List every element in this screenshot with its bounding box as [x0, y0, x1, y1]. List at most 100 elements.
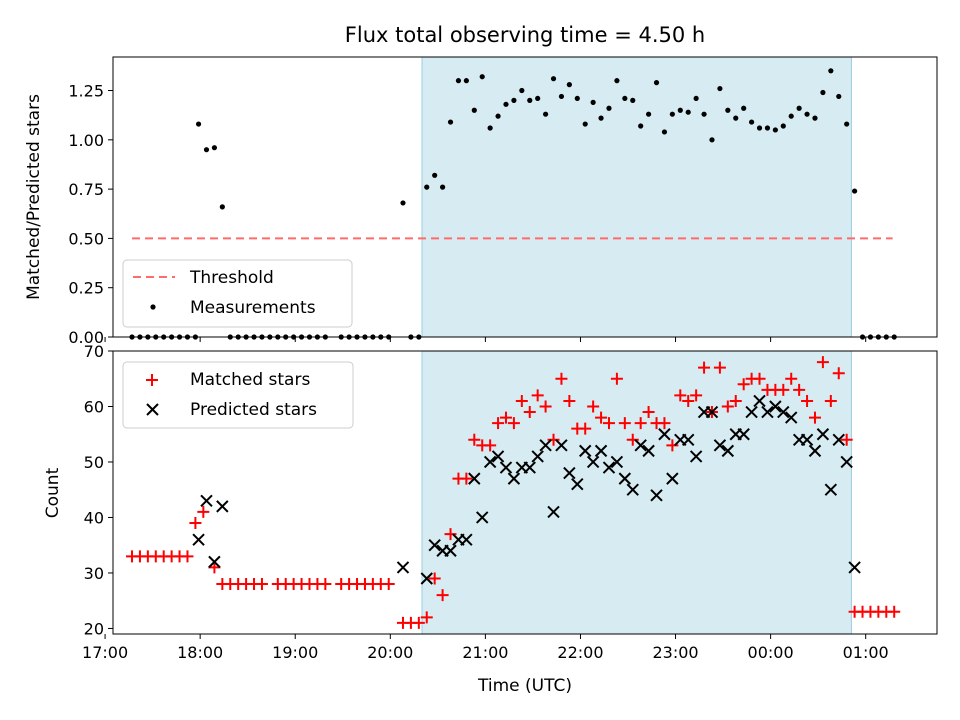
predicted-star-point — [721, 444, 735, 458]
x-tick-label: 22:00 — [557, 643, 603, 662]
measurement-point — [693, 95, 699, 102]
legend-threshold-label: Threshold — [189, 268, 274, 288]
count-panel-frame — [112, 350, 938, 635]
matched-star-point — [436, 589, 449, 602]
predicted-star-point — [618, 472, 632, 485]
measurement-point — [725, 107, 731, 113]
x-tick-label: 19:00 — [272, 643, 318, 662]
predicted-star-point — [832, 433, 845, 446]
measurement-point — [709, 137, 715, 143]
measurement-point — [788, 113, 794, 119]
measurement-point — [582, 121, 588, 127]
matched-star-point — [412, 616, 425, 629]
measurement-point — [646, 111, 652, 117]
measurement-point — [211, 145, 218, 151]
predicted-star-point — [658, 428, 671, 441]
predicted-star-point — [816, 428, 830, 441]
predicted-star-point — [594, 444, 608, 458]
predicted-star-point — [507, 472, 521, 485]
matched-star-point — [444, 528, 457, 541]
measurement-point — [630, 97, 636, 103]
measurement-point — [400, 200, 406, 206]
predicted-star-point — [531, 450, 544, 463]
matched-star-point — [515, 394, 528, 407]
legend-measurements-label: Measurements — [190, 298, 316, 318]
matched-star-point — [785, 372, 798, 385]
measurement-point — [487, 125, 493, 131]
measurement-point — [804, 111, 810, 117]
y-tick-label: 20 — [84, 619, 104, 638]
measurement-point — [828, 68, 834, 74]
matched-star-point — [626, 433, 639, 446]
legend-box — [122, 361, 354, 429]
measurement-point — [780, 123, 786, 129]
measurement-point — [566, 82, 572, 88]
count-panel-ylabel: Count — [43, 467, 63, 518]
matched-star-point — [197, 505, 210, 518]
measurement-point — [653, 80, 660, 86]
matched-star-point — [824, 394, 837, 407]
measurement-point — [844, 121, 850, 127]
matched-star-point — [729, 394, 742, 407]
predicted-star-point — [499, 461, 513, 474]
matched-star-point — [189, 517, 202, 530]
measurement-point — [424, 184, 430, 190]
predicted-star-point — [483, 455, 497, 469]
predicted-star-point — [523, 461, 536, 474]
measurement-point — [511, 97, 517, 103]
matched-star-point — [319, 578, 332, 591]
matched-star-point — [484, 439, 497, 452]
predicted-star-point — [785, 411, 798, 424]
predicted-star-point — [682, 433, 695, 446]
predicted-star-point — [848, 561, 861, 574]
predicted-star-point — [571, 477, 584, 491]
matched-star-point — [888, 605, 901, 618]
x-tick-label: 18:00 — [177, 643, 223, 662]
matched-star-point — [618, 417, 631, 430]
measurement-point — [638, 123, 644, 129]
y-tick-label: 1.00 — [68, 131, 104, 150]
matched-star-point — [579, 422, 592, 435]
measurement-point — [203, 147, 210, 153]
matched-star-point — [674, 389, 687, 402]
matched-star-point — [658, 417, 671, 430]
x-tick-label: 23:00 — [652, 643, 698, 662]
measurement-point — [661, 129, 668, 135]
matched-star-point — [468, 433, 481, 446]
legend-predicted-label: Predicted stars — [190, 400, 317, 420]
predicted-star-point — [745, 405, 758, 419]
x-tick-label: 20:00 — [367, 643, 413, 662]
matched-star-point — [666, 439, 679, 452]
measurement-point — [471, 107, 477, 113]
x-tick-label: 17:00 — [82, 643, 128, 662]
count-panel-xlabel: Time (UTC) — [477, 676, 572, 696]
predicted-star-point — [208, 555, 221, 569]
flux-ratio-panel: 0.00 0.25 0.50 0.75 1.00 1.25 Flux total obse… — [24, 23, 938, 347]
measurement-point — [447, 119, 454, 125]
predicted-star-point — [824, 483, 838, 496]
matched-star-point — [602, 417, 615, 430]
predicted-star-point — [626, 483, 639, 496]
matched-star-point — [181, 550, 194, 563]
measurement-point — [685, 109, 691, 115]
legend-box — [122, 259, 353, 328]
y-tick-label: 60 — [84, 397, 104, 416]
predicted-star-point — [650, 489, 663, 502]
predicted-star-point — [420, 572, 433, 585]
measurement-point — [479, 74, 485, 80]
matched-star-point — [428, 572, 441, 585]
y-tick-label: 50 — [84, 453, 104, 472]
matched-star-point — [690, 389, 703, 402]
measurement-point — [598, 115, 604, 121]
predicted-star-point — [539, 439, 552, 452]
predicted-star-point — [761, 405, 774, 419]
predicted-star-point — [840, 455, 853, 469]
matched-star-point — [587, 400, 600, 413]
measurement-point — [733, 115, 739, 121]
measurement-point — [796, 105, 802, 111]
count-panel-axes: 20 30 40 50 60 70 17:00 18:00 19:00 20:00 21:00 22:… — [82, 342, 889, 662]
matched-star-point — [539, 400, 552, 413]
measurement-point — [527, 97, 533, 103]
predicted-star-point — [468, 472, 481, 485]
measurement-point — [820, 89, 826, 96]
